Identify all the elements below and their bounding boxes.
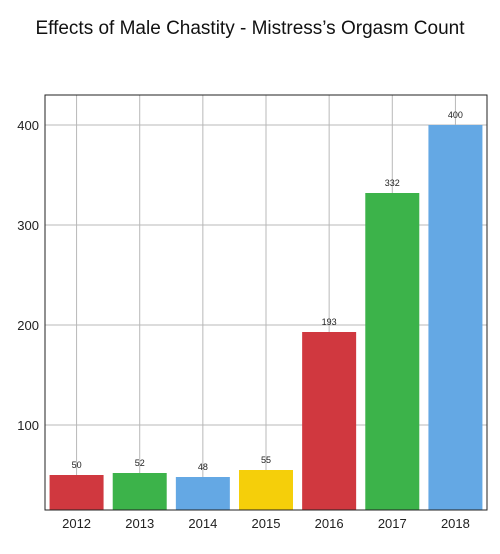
bar-2013	[112, 473, 167, 510]
y-tick-label: 200	[17, 318, 39, 333]
bar-2018	[428, 125, 483, 510]
y-tick-label: 400	[17, 118, 39, 133]
x-tick-label: 2017	[378, 516, 407, 531]
y-tick-label: 300	[17, 218, 39, 233]
chart-title: Effects of Male Chastity - Mistress’s Or…	[35, 18, 465, 39]
data-label-2014: 48	[198, 462, 208, 472]
x-tick-label: 2012	[62, 516, 91, 531]
bar-2016	[302, 332, 357, 510]
plot-frame	[44, 94, 488, 511]
x-tick-label: 2016	[315, 516, 344, 531]
x-tick-label: 2015	[252, 516, 281, 531]
data-label-2018: 400	[448, 110, 463, 120]
bar-2014	[175, 477, 230, 510]
data-label-2016: 193	[322, 317, 337, 327]
x-tick-label: 2018	[441, 516, 470, 531]
data-label-2013: 52	[135, 458, 145, 468]
data-label-2012: 50	[72, 460, 82, 470]
y-tick-label: 100	[17, 418, 39, 433]
data-label-2015: 55	[261, 455, 271, 465]
x-tick-label: 2014	[188, 516, 217, 531]
bar-2012	[49, 475, 104, 510]
x-tick-label: 2013	[125, 516, 154, 531]
bar-2015	[239, 470, 293, 510]
data-label-2017: 332	[385, 178, 400, 188]
bar-2017	[365, 193, 420, 510]
